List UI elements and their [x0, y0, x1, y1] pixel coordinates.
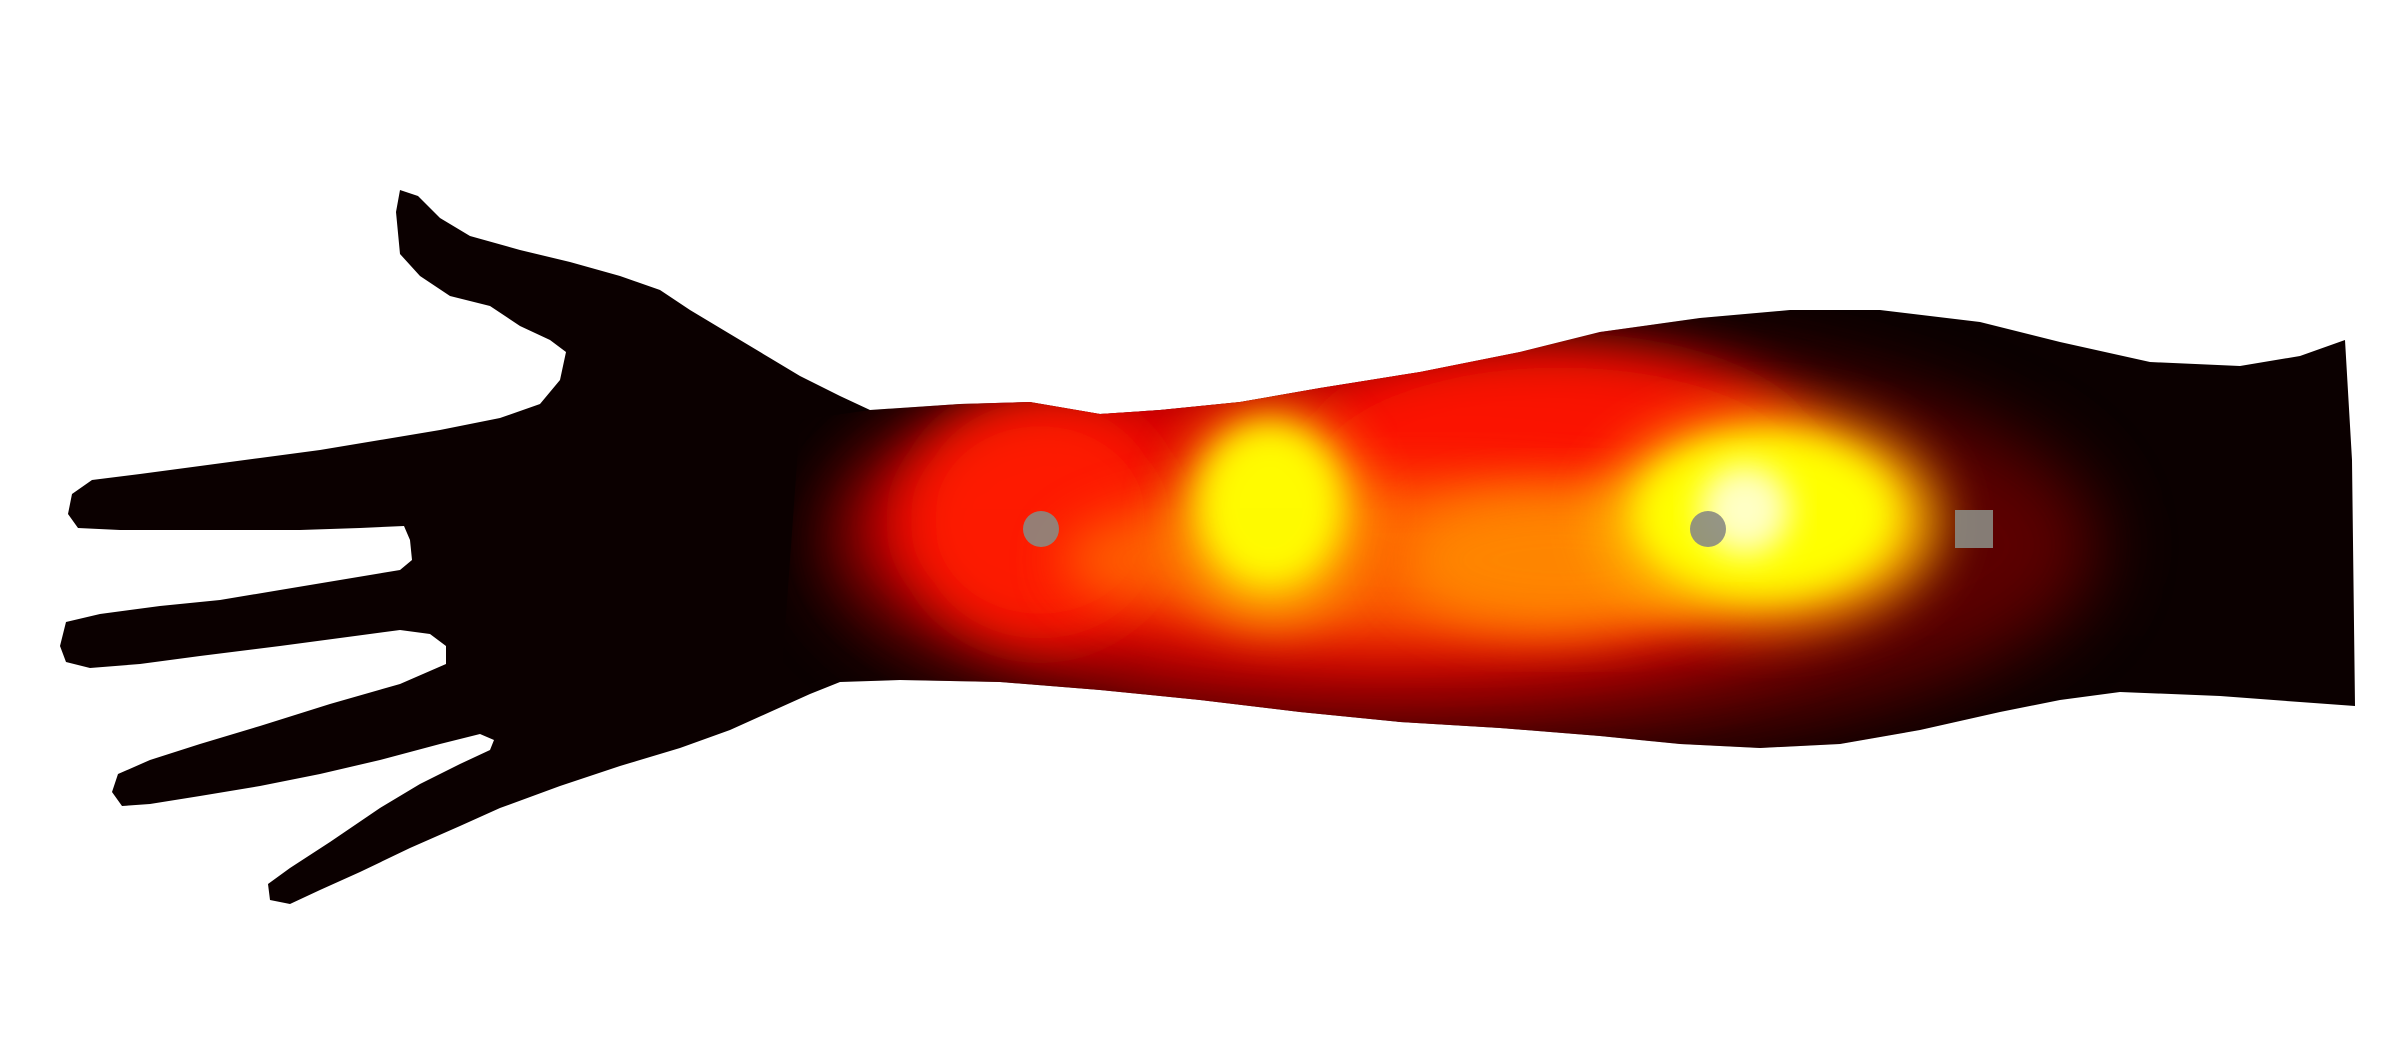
markers	[1023, 510, 1993, 548]
electrode-marker	[1690, 511, 1726, 547]
reference-marker	[1955, 510, 1993, 548]
heatmap-blob	[1200, 425, 1340, 585]
electrode-marker	[1023, 511, 1059, 547]
activation-heatmap	[820, 335, 2100, 748]
